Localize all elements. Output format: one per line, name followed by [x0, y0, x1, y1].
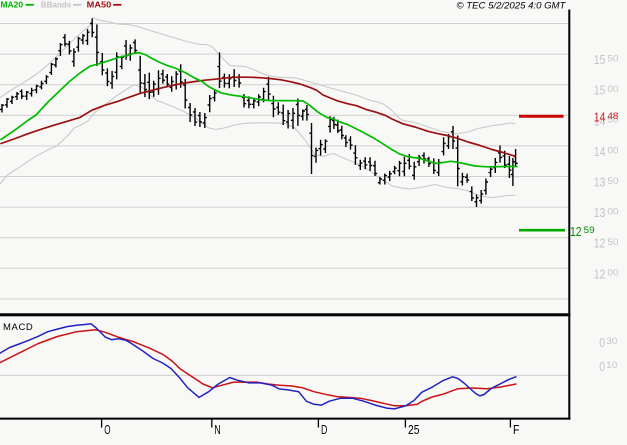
svg-text:14: 14 [594, 110, 606, 125]
svg-text:0: 0 [599, 359, 605, 374]
svg-text:10: 10 [606, 360, 617, 370]
svg-text:BBands: BBands [41, 0, 72, 10]
svg-text:59: 59 [584, 225, 595, 235]
svg-text:D: D [321, 422, 327, 437]
svg-text:12: 12 [570, 224, 582, 239]
svg-text:14: 14 [594, 113, 606, 128]
svg-text:O: O [104, 422, 110, 437]
svg-text:F: F [513, 422, 519, 437]
svg-text:14: 14 [594, 144, 606, 159]
svg-text:50: 50 [607, 237, 618, 247]
svg-text:15: 15 [594, 83, 606, 98]
svg-text:50: 50 [607, 115, 618, 125]
svg-text:50: 50 [607, 176, 618, 186]
svg-text:25: 25 [408, 422, 420, 437]
svg-text:0: 0 [599, 335, 605, 350]
svg-text:15: 15 [594, 52, 606, 67]
svg-text:12: 12 [594, 236, 606, 251]
svg-text:30: 30 [606, 336, 617, 346]
svg-text:00: 00 [607, 84, 618, 94]
svg-text:00: 00 [607, 268, 618, 278]
svg-text:13: 13 [594, 205, 606, 220]
svg-text:MA50: MA50 [87, 0, 112, 10]
svg-text:12: 12 [594, 266, 606, 281]
svg-text:00: 00 [607, 207, 618, 217]
svg-text:50: 50 [607, 54, 618, 64]
svg-text:MA20: MA20 [1, 0, 24, 10]
svg-text:MACD: MACD [3, 322, 33, 333]
svg-text:13: 13 [594, 175, 606, 190]
svg-text:48: 48 [607, 111, 618, 121]
svg-text:00: 00 [607, 145, 618, 155]
svg-text:© TEC 5/2/2025 4:0 GMT: © TEC 5/2/2025 4:0 GMT [457, 1, 567, 12]
svg-text:N: N [214, 422, 220, 437]
